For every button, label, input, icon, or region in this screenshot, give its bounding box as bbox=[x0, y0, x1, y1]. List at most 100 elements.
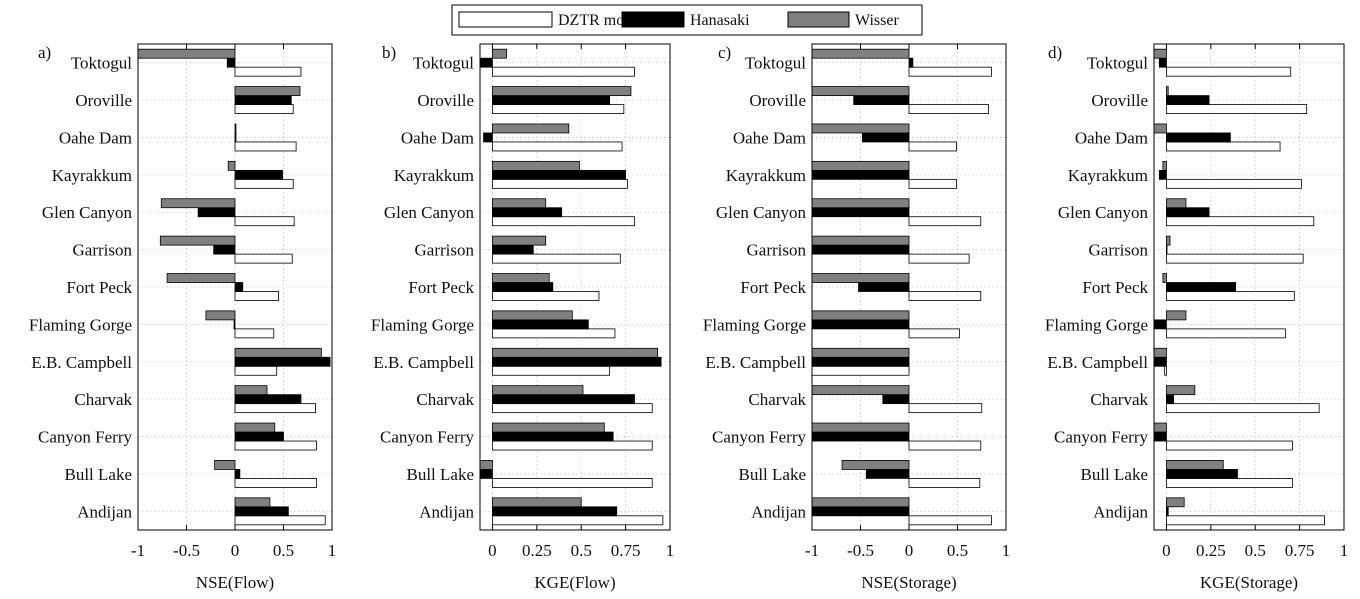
category-label-fort-peck: Fort Peck bbox=[66, 278, 132, 297]
bar-dztr-model-glen-canyon bbox=[492, 216, 635, 227]
category-label-canyon-ferry: Canyon Ferry bbox=[712, 428, 806, 447]
bar-wisser-glen-canyon bbox=[160, 198, 236, 209]
x-tick-label: 1 bbox=[328, 541, 337, 560]
category-label-oahe-dam: Oahe Dam bbox=[401, 128, 474, 147]
bar-wisser-oroville bbox=[492, 86, 632, 96]
category-label-andijan: Andijan bbox=[419, 502, 474, 521]
bar-hanasaki-kayrakkum bbox=[492, 169, 627, 180]
category-label-oahe-dam: Oahe Dam bbox=[733, 128, 806, 147]
category-label-e-b-campbell: E.B. Campbell bbox=[1047, 353, 1148, 372]
bar-dztr-model-charvak bbox=[234, 403, 316, 414]
bar-hanasaki-canyon-ferry bbox=[1153, 431, 1167, 442]
bar-hanasaki-andijan bbox=[1166, 506, 1169, 517]
bar-hanasaki-e-b-campbell bbox=[811, 356, 910, 367]
bar-hanasaki-garrison bbox=[492, 244, 534, 255]
category-label-fort-peck: Fort Peck bbox=[408, 278, 474, 297]
bar-wisser-bull-lake bbox=[479, 460, 493, 470]
x-axis-label: KGE(Storage) bbox=[1200, 573, 1298, 592]
category-label-flaming-gorge: Flaming Gorge bbox=[371, 315, 474, 334]
bar-hanasaki-fort-peck bbox=[858, 282, 910, 292]
bar-hanasaki-toktogul bbox=[908, 57, 914, 68]
bar-dztr-model-oahe-dam bbox=[234, 141, 297, 152]
bar-wisser-bull-lake bbox=[1166, 460, 1224, 470]
bar-dztr-model-flaming-gorge bbox=[908, 328, 960, 339]
category-label-flaming-gorge: Flaming Gorge bbox=[1045, 315, 1148, 334]
bar-dztr-model-kayrakkum bbox=[234, 178, 294, 189]
bar-hanasaki-garrison bbox=[213, 244, 236, 255]
bar-wisser-andijan bbox=[492, 497, 582, 508]
bar-wisser-andijan bbox=[1166, 497, 1185, 508]
bar-wisser-oahe-dam bbox=[811, 123, 910, 134]
category-label-kayrakkum: Kayrakkum bbox=[1068, 166, 1148, 185]
bar-wisser-glen-canyon bbox=[811, 198, 910, 209]
category-label-garrison: Garrison bbox=[73, 241, 133, 260]
bar-dztr-model-e-b-campbell bbox=[1164, 365, 1167, 376]
bar-hanasaki-e-b-campbell bbox=[234, 356, 331, 367]
bar-wisser-kayrakkum bbox=[492, 160, 580, 171]
bar-hanasaki-canyon-ferry bbox=[492, 431, 614, 442]
category-label-toktogul: Toktogul bbox=[1087, 54, 1148, 73]
bar-wisser-e-b-campbell bbox=[234, 347, 322, 358]
category-label-garrison: Garrison bbox=[1089, 241, 1149, 260]
bar-dztr-model-e-b-campbell bbox=[234, 365, 278, 376]
bar-wisser-oroville bbox=[234, 86, 301, 96]
bar-dztr-model-fort-peck bbox=[1166, 291, 1295, 301]
category-label-andijan: Andijan bbox=[1093, 502, 1148, 521]
bar-wisser-kayrakkum bbox=[227, 160, 236, 171]
panel-label: d) bbox=[1048, 43, 1062, 62]
bar-wisser-e-b-campbell bbox=[1153, 347, 1167, 358]
category-label-garrison: Garrison bbox=[747, 241, 807, 260]
category-label-oahe-dam: Oahe Dam bbox=[59, 128, 132, 147]
bar-wisser-canyon-ferry bbox=[1153, 422, 1167, 433]
bar-hanasaki-bull-lake bbox=[865, 469, 910, 479]
bar-wisser-oroville bbox=[811, 86, 910, 96]
bar-dztr-model-garrison bbox=[1166, 253, 1304, 264]
category-label-bull-lake: Bull Lake bbox=[1080, 465, 1148, 484]
bar-dztr-model-bull-lake bbox=[492, 478, 653, 488]
bar-hanasaki-bull-lake bbox=[479, 469, 493, 479]
bar-hanasaki-fort-peck bbox=[234, 282, 244, 292]
bar-wisser-oroville bbox=[1166, 86, 1169, 96]
x-tick-label: -0.5 bbox=[173, 541, 200, 560]
bar-dztr-model-oahe-dam bbox=[908, 141, 957, 152]
bar-wisser-toktogul bbox=[137, 48, 236, 59]
category-label-charvak: Charvak bbox=[416, 390, 474, 409]
bar-dztr-model-flaming-gorge bbox=[1166, 328, 1286, 339]
x-tick-label: 0.75 bbox=[1285, 541, 1315, 560]
bar-wisser-andijan bbox=[811, 497, 910, 508]
bar-wisser-flaming-gorge bbox=[811, 310, 910, 321]
bar-wisser-fort-peck bbox=[811, 273, 910, 283]
bar-wisser-e-b-campbell bbox=[811, 347, 910, 358]
category-label-canyon-ferry: Canyon Ferry bbox=[1054, 428, 1148, 447]
bar-wisser-oahe-dam bbox=[492, 123, 570, 134]
bar-dztr-model-andijan bbox=[492, 515, 664, 526]
x-tick-label: -1 bbox=[805, 541, 819, 560]
bar-hanasaki-fort-peck bbox=[1166, 282, 1237, 292]
bar-dztr-model-glen-canyon bbox=[234, 216, 295, 227]
bar-dztr-model-bull-lake bbox=[234, 478, 317, 488]
bar-hanasaki-canyon-ferry bbox=[234, 431, 284, 442]
bar-hanasaki-glen-canyon bbox=[1166, 207, 1210, 218]
bar-wisser-toktogul bbox=[492, 48, 508, 59]
bar-wisser-kayrakkum bbox=[1162, 160, 1167, 171]
bar-hanasaki-kayrakkum bbox=[234, 169, 283, 180]
bar-dztr-model-andijan bbox=[234, 515, 326, 526]
category-label-canyon-ferry: Canyon Ferry bbox=[38, 428, 132, 447]
x-axis-label: NSE(Storage) bbox=[861, 573, 956, 592]
bar-wisser-oahe-dam bbox=[234, 123, 237, 134]
category-label-toktogul: Toktogul bbox=[413, 54, 474, 73]
category-label-flaming-gorge: Flaming Gorge bbox=[29, 315, 132, 334]
bar-wisser-charvak bbox=[492, 385, 584, 396]
category-label-charvak: Charvak bbox=[74, 390, 132, 409]
x-tick-label: 0.25 bbox=[1196, 541, 1226, 560]
bar-hanasaki-oroville bbox=[234, 95, 292, 105]
bar-hanasaki-andijan bbox=[492, 506, 618, 517]
bar-hanasaki-glen-canyon bbox=[811, 207, 910, 218]
bar-wisser-garrison bbox=[159, 235, 236, 246]
legend-swatch-hanasaki bbox=[621, 11, 685, 28]
bar-dztr-model-garrison bbox=[908, 253, 970, 264]
x-tick-label: -1 bbox=[131, 541, 145, 560]
bar-wisser-glen-canyon bbox=[492, 198, 547, 209]
bar-hanasaki-charvak bbox=[1166, 394, 1174, 405]
bar-hanasaki-kayrakkum bbox=[811, 169, 910, 180]
